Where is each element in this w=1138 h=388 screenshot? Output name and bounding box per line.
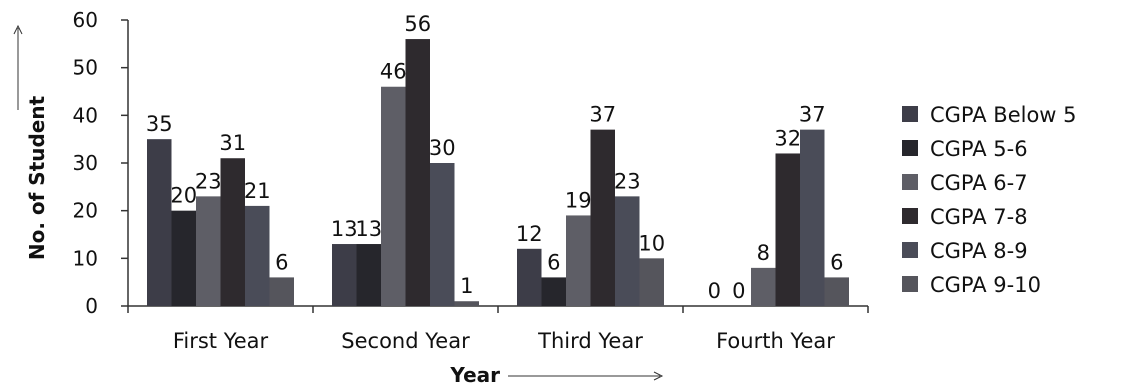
category-label: Third Year xyxy=(537,329,643,353)
bar xyxy=(356,244,381,306)
data-label: 32 xyxy=(774,126,801,150)
y-axis-title-group: No. of Student xyxy=(13,24,49,260)
y-axis-arrowhead-icon xyxy=(13,24,23,35)
data-label: 31 xyxy=(219,131,246,155)
y-axis-title: No. of Student xyxy=(25,95,49,260)
data-label: 35 xyxy=(146,112,173,136)
data-label: 6 xyxy=(830,250,843,274)
data-label: 30 xyxy=(429,136,456,160)
bar xyxy=(517,248,542,306)
data-label: 0 xyxy=(732,279,745,303)
category-label: Fourth Year xyxy=(716,329,835,353)
data-label: 37 xyxy=(589,103,616,127)
bar xyxy=(171,210,196,306)
legend-label: CGPA 6-7 xyxy=(930,171,1028,195)
data-label: 13 xyxy=(355,217,382,241)
bar xyxy=(590,129,615,306)
bar xyxy=(245,205,270,306)
legend-label: CGPA 8-9 xyxy=(930,239,1028,263)
bar xyxy=(566,215,591,306)
bar xyxy=(775,153,800,306)
bar xyxy=(220,158,245,306)
y-tick-label: 60 xyxy=(73,8,98,32)
bar xyxy=(454,301,479,306)
x-axis-arrowhead-icon xyxy=(653,371,664,381)
legend-label: CGPA 7-8 xyxy=(930,205,1028,229)
x-axis-title-group: Year xyxy=(449,363,664,387)
y-tick-label: 10 xyxy=(73,246,98,270)
y-tick-label: 40 xyxy=(73,103,98,127)
y-ticks: 0 10 20 30 40 50 60 xyxy=(73,8,128,318)
y-tick-label: 0 xyxy=(85,294,98,318)
bar xyxy=(541,277,566,306)
data-label: 1 xyxy=(460,274,473,298)
data-label: 8 xyxy=(757,241,770,265)
bar xyxy=(332,244,357,306)
data-label: 13 xyxy=(331,217,358,241)
data-label: 6 xyxy=(275,250,288,274)
x-axis-title: Year xyxy=(449,363,500,387)
data-label: 6 xyxy=(547,250,560,274)
category-label: Second Year xyxy=(341,329,470,353)
data-label: 46 xyxy=(380,60,407,84)
data-label: 56 xyxy=(404,12,431,36)
category-labels: First Year Second Year Third Year Fourth Ye… xyxy=(173,329,835,353)
bars xyxy=(147,39,849,307)
legend-label: CGPA 9-10 xyxy=(930,273,1041,297)
data-label: 0 xyxy=(708,279,721,303)
legend-swatch xyxy=(902,106,918,122)
y-tick-label: 50 xyxy=(73,56,98,80)
legend-swatch xyxy=(902,208,918,224)
legend: CGPA Below 5 CGPA 5-6 CGPA 6-7 CGPA 7-8 CGPA… xyxy=(902,103,1077,297)
legend-swatch xyxy=(902,140,918,156)
bar xyxy=(824,277,849,306)
y-tick-label: 30 xyxy=(73,151,98,175)
bar xyxy=(639,258,664,306)
data-label: 20 xyxy=(170,184,197,208)
legend-swatch xyxy=(902,276,918,292)
legend-swatch xyxy=(902,242,918,258)
legend-label: CGPA Below 5 xyxy=(930,103,1077,127)
y-tick-label: 20 xyxy=(73,199,98,223)
category-label: First Year xyxy=(173,329,269,353)
bar xyxy=(800,129,825,306)
bar xyxy=(751,267,776,306)
x-ticks xyxy=(127,306,869,313)
data-label: 21 xyxy=(244,179,271,203)
data-label: 23 xyxy=(195,169,222,193)
bar xyxy=(269,277,294,306)
bar xyxy=(196,196,221,306)
data-label: 19 xyxy=(565,188,592,212)
data-label: 12 xyxy=(516,222,543,246)
bar xyxy=(147,139,172,306)
data-label: 23 xyxy=(614,169,641,193)
data-label: 10 xyxy=(638,231,665,255)
bar xyxy=(615,196,640,306)
legend-swatch xyxy=(902,174,918,190)
legend-label: CGPA 5-6 xyxy=(930,137,1028,161)
data-label: 37 xyxy=(799,103,826,127)
bar xyxy=(430,163,455,306)
bar xyxy=(381,86,406,306)
bar xyxy=(405,39,430,307)
